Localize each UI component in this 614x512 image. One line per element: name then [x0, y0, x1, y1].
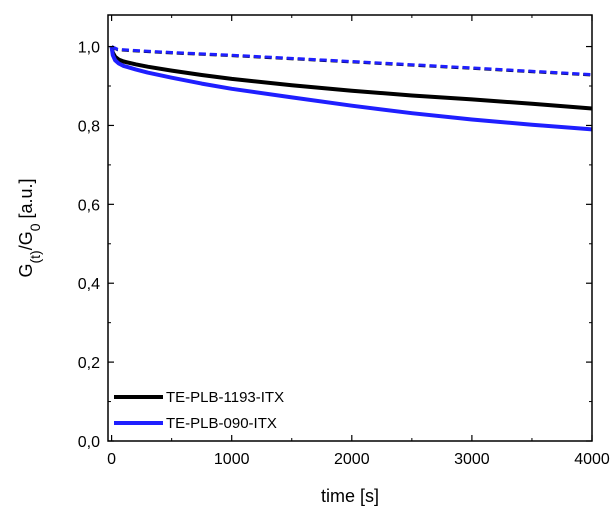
legend-label-series-1: TE-PLB-1193-ITX: [166, 389, 284, 406]
y-tick-label: 0,0: [78, 434, 100, 451]
y-axis-title: G(t)/G0 [a.u.]: [16, 178, 43, 277]
y-axis-title-unit: [a.u.]: [16, 178, 36, 223]
x-tick-label: 4000: [574, 451, 610, 468]
x-tick-label: 1000: [214, 451, 250, 468]
y-tick-label: 0,8: [78, 118, 100, 135]
y-axis-title-main: G: [16, 264, 36, 278]
y-axis-title-mid: /G: [16, 231, 36, 250]
x-tick-label: 2000: [334, 451, 370, 468]
series-line-2: [109, 46, 593, 132]
legend: TE-PLB-1193-ITX TE-PLB-090-ITX: [114, 389, 284, 432]
legend-label-series-2: TE-PLB-090-ITX: [166, 415, 277, 432]
x-tick-label: 0: [107, 451, 116, 468]
ticks-layer: 0 1000 2000 3000 4000 0,0 0,2 0,4 0,6 0,8 1,0: [78, 15, 610, 468]
series-line-1: [109, 46, 593, 111]
series-line-4: [110, 45, 593, 77]
x-tick-label: 3000: [454, 451, 490, 468]
plot-frame: [107, 14, 593, 442]
y-axis-title-sub2: 0: [27, 223, 43, 231]
x-axis-title: time [s]: [321, 486, 379, 506]
y-tick-label: 0,4: [78, 276, 100, 293]
y-axis-title-sub1: (t): [27, 250, 43, 263]
y-tick-label: 0,2: [78, 355, 100, 372]
y-tick-label: 1,0: [78, 40, 100, 57]
svg-text:G(t)/G0 [a.u.]: G(t)/G0 [a.u.]: [16, 178, 43, 277]
series-layer: [109, 45, 593, 132]
y-tick-label: 0,6: [78, 197, 100, 214]
